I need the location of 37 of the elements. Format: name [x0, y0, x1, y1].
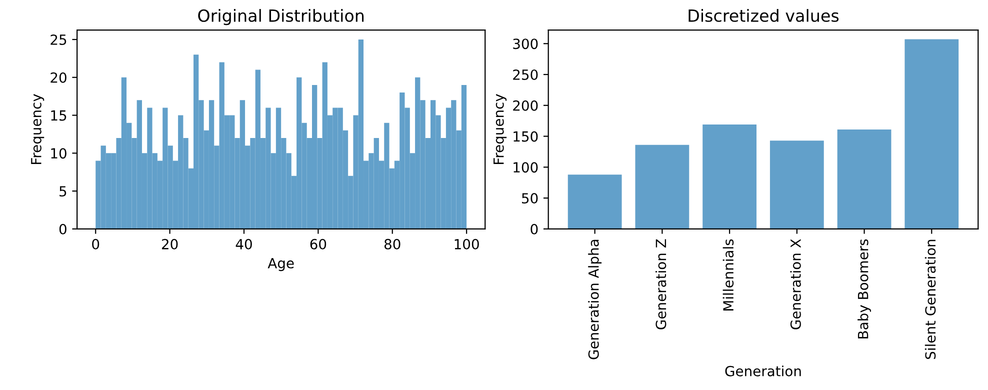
y-tick-label: 50 — [522, 193, 538, 204]
x-tick-label: 80 — [384, 238, 400, 250]
x-tick-label: Baby Boomers — [858, 239, 871, 338]
x-tick-label: Millennials — [722, 239, 734, 310]
x-tick-label: 0 — [92, 238, 100, 250]
x-tick-label: 40 — [236, 238, 252, 250]
y-tick-label: 100 — [514, 162, 538, 173]
x-tick-label: 100 — [454, 238, 479, 250]
y-tick-label: 20 — [50, 72, 66, 83]
x-tick-label: 20 — [162, 238, 178, 250]
x-tick-label: Generation Alpha — [588, 240, 602, 360]
bar — [568, 174, 622, 229]
bar — [702, 124, 756, 229]
x-tick-label: Silent Generation — [924, 240, 936, 359]
y-tick-label: 5 — [60, 186, 66, 197]
bar — [770, 140, 824, 229]
x-axis-title: Age — [268, 258, 294, 272]
y-axis-title: Frequency — [31, 94, 44, 164]
y-tick-label: 25 — [50, 34, 66, 45]
y-tick-label: 150 — [514, 131, 538, 142]
x-tick-label: Generation Z — [655, 239, 666, 330]
y-tick-label: 0 — [530, 224, 538, 234]
y-tick-label: 0 — [59, 224, 66, 234]
y-tick-label: 200 — [513, 100, 538, 111]
bar — [635, 144, 690, 229]
y-tick-label: 15 — [51, 110, 66, 121]
x-tick-label: 60 — [310, 238, 326, 250]
bar — [837, 129, 892, 229]
y-axis-title: Frequency — [494, 94, 507, 164]
bar — [904, 39, 959, 229]
y-tick-label: 250 — [513, 69, 538, 80]
y-tick-label: 10 — [51, 148, 66, 159]
x-axis-title: Generation — [725, 366, 801, 376]
y-tick-label: 300 — [513, 38, 538, 50]
chart-title: Original Distribution — [198, 9, 364, 26]
chart-title: Discretized values — [688, 9, 839, 22]
x-tick-label: Generation X — [790, 239, 801, 330]
